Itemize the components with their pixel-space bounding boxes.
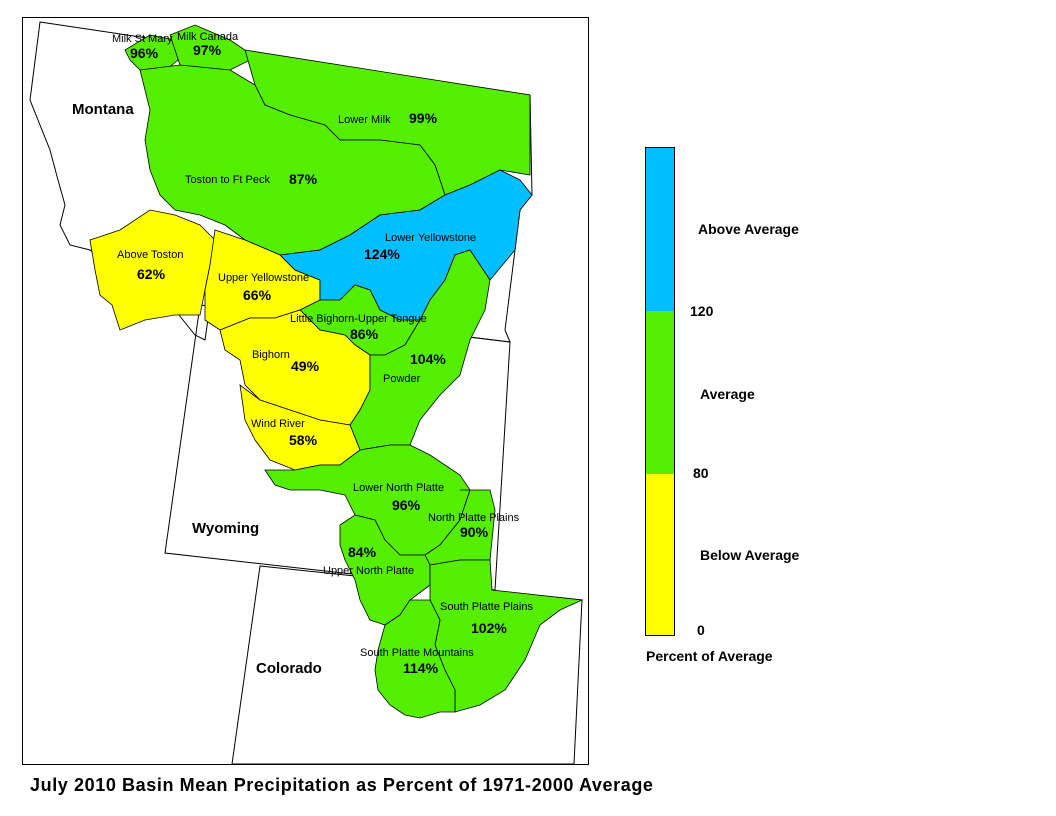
legend-average-swatch (646, 311, 674, 474)
legend-color-bar (645, 147, 675, 636)
basin-pct-lower-milk: 99% (409, 110, 438, 126)
basin-pct-bighorn: 49% (291, 358, 320, 374)
basin-pct-south-platte-plains: 102% (471, 620, 507, 636)
basin-label-upper-north-platte: Upper North Platte (323, 565, 414, 577)
basin-label-north-platte-plains: North Platte Plains (428, 512, 520, 524)
legend-below-swatch (646, 474, 674, 635)
legend-caption: Percent of Average (646, 648, 773, 664)
legend-above-label: Above Average (698, 221, 799, 237)
basin-pct-lower-north-platte: 96% (392, 497, 421, 513)
basin-label-upper-yellowstone: Upper Yellowstone (218, 272, 309, 284)
basin-label-toston-ft-peck: Toston to Ft Peck (185, 174, 270, 186)
basin-south-platte-mountains[interactable] (374, 599, 456, 719)
basin-label-little-bighorn: Little Bighorn-Upper Tongue (290, 313, 427, 325)
basin-label-south-platte-mountains: South Platte Mountains (360, 647, 474, 659)
basin-pct-upper-north-platte: 84% (348, 544, 377, 560)
state-label-wyoming: Wyoming (192, 520, 259, 537)
basin-label-south-platte-plains: South Platte Plains (440, 601, 533, 613)
basin-pct-upper-yellowstone: 66% (243, 287, 272, 303)
state-label-montana: Montana (72, 101, 134, 118)
map-title: July 2010 Basin Mean Precipitation as Pe… (30, 775, 654, 795)
basin-label-lower-yellowstone: Lower Yellowstone (385, 232, 476, 244)
basin-label-lower-milk: Lower Milk (338, 114, 391, 126)
basin-above-toston[interactable] (89, 209, 216, 331)
basin-label-wind-river: Wind River (251, 418, 305, 430)
legend-tick-80: 80 (693, 465, 709, 481)
basin-pct-milk-canada: 97% (193, 42, 222, 58)
basin-pct-above-toston: 62% (137, 266, 166, 282)
basin-pct-powder: 104% (410, 351, 446, 367)
basin-pct-little-bighorn: 86% (350, 326, 379, 342)
legend-tick-0: 0 (697, 622, 705, 638)
basin-pct-north-platte-plains: 90% (460, 524, 489, 540)
basin-pct-toston-ft-peck: 87% (289, 171, 318, 187)
basin-label-bighorn: Bighorn (252, 349, 290, 361)
legend-average-label: Average (700, 386, 755, 402)
legend-tick-120: 120 (690, 303, 714, 319)
basin-pct-wind-river: 58% (289, 432, 318, 448)
basin-pct-south-platte-mountains: 114% (403, 660, 439, 676)
basin-labels: Milk St Mary 96% Milk Canada 97% Lower M… (112, 31, 533, 676)
basin-pct-lower-yellowstone: 124% (364, 246, 400, 262)
basin-label-above-toston: Above Toston (117, 249, 183, 261)
legend-above-swatch (646, 148, 674, 311)
basin-label-powder: Powder (383, 373, 421, 385)
basin-label-milk-st-mary: Milk St Mary (112, 33, 173, 45)
basin-pct-milk-st-mary: 96% (130, 45, 159, 61)
legend-below-label: Below Average (700, 547, 800, 563)
basin-label-milk-canada: Milk Canada (177, 31, 239, 43)
state-label-colorado: Colorado (256, 660, 322, 677)
basin-label-lower-north-platte: Lower North Platte (353, 482, 444, 494)
